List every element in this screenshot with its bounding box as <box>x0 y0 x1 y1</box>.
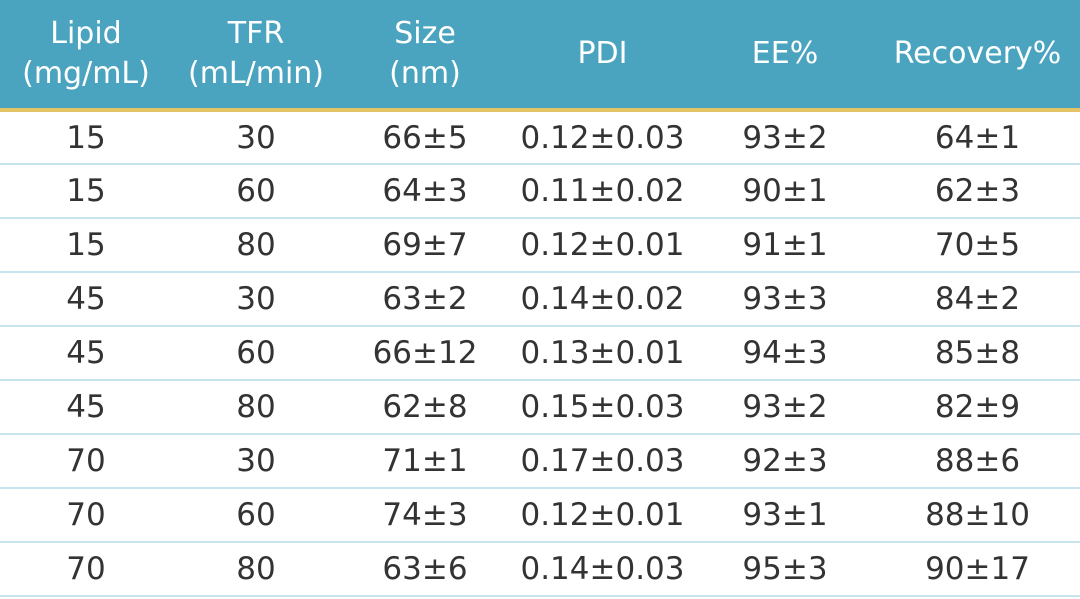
header-line: (mg/mL) <box>22 56 150 91</box>
table-cell: 70 <box>66 443 106 479</box>
table-cell: 69±7 <box>382 227 468 263</box>
table-row: 70 30 71±1 0.17±0.03 92±3 88±6 <box>0 434 1080 488</box>
table-row: 15 60 64±3 0.11±0.02 90±1 62±3 <box>0 164 1080 218</box>
table-cell: 60 <box>236 335 276 371</box>
table-cell: 66±12 <box>372 335 478 371</box>
table-cell: 45 <box>66 335 106 371</box>
table-cell: 82±9 <box>934 389 1021 425</box>
table-cell: 90±17 <box>925 551 1030 587</box>
table-cell: 70 <box>66 497 106 533</box>
table-cell: 84±2 <box>934 281 1021 317</box>
table-cell: 92±3 <box>742 443 828 479</box>
table-cell: 93±3 <box>742 281 828 317</box>
table-row: 70 60 74±3 0.12±0.01 93±1 88±10 <box>0 488 1080 542</box>
table-row: 45 80 62±8 0.15±0.03 93±2 82±9 <box>0 380 1080 434</box>
table-cell: 0.11±0.02 <box>520 173 685 209</box>
table-cell: 91±1 <box>742 227 828 263</box>
table-cell: 88±10 <box>925 497 1030 533</box>
table-cell: 74±3 <box>382 497 468 533</box>
header-cell: Lipid (mg/mL) <box>0 0 172 110</box>
table-cell: 66±5 <box>382 119 468 156</box>
table-cell: 71±1 <box>382 443 468 479</box>
table-cell: 0.14±0.03 <box>520 551 685 587</box>
table-cell: 64±3 <box>382 173 468 209</box>
table-cell: 0.12±0.01 <box>520 497 685 533</box>
table-cell: 45 <box>66 389 106 425</box>
table-cell: 70±5 <box>934 227 1021 263</box>
header-line: (mL/min) <box>187 56 325 91</box>
table-cell: 80 <box>236 389 276 425</box>
table-cell: 30 <box>236 443 276 479</box>
header-cell: Size (nm) <box>340 0 510 110</box>
table-cell: 70 <box>66 551 106 587</box>
table-cell: 60 <box>236 497 276 533</box>
header-cell: PDI <box>510 0 695 110</box>
table-cell: 93±1 <box>742 497 828 533</box>
header-line: TFR <box>227 16 285 51</box>
table-cell: 45 <box>66 281 106 317</box>
header-line: (nm) <box>389 56 461 91</box>
table-cell: 0.14±0.02 <box>520 281 685 317</box>
table-cell: 0.17±0.03 <box>520 443 685 479</box>
table-cell: 30 <box>236 281 276 317</box>
table-cell: 0.13±0.01 <box>520 335 685 371</box>
table-cell: 93±2 <box>742 119 828 156</box>
table-cell: 63±2 <box>382 281 468 317</box>
header-line: Size <box>394 16 456 51</box>
header-line: EE% <box>751 36 819 71</box>
table-cell: 80 <box>236 551 276 587</box>
table-cell: 60 <box>236 173 276 209</box>
table-cell: 80 <box>236 227 276 263</box>
table-cell: 0.15±0.03 <box>520 389 685 425</box>
table-row: 70 80 63±6 0.14±0.03 95±3 90±17 <box>0 542 1080 596</box>
table-cell: 64±1 <box>934 119 1021 156</box>
table-cell: 63±6 <box>382 551 468 587</box>
table-body: 15 30 66±5 0.12±0.03 93±2 64±1 15 60 64±3 0.11±0.… <box>0 110 1080 596</box>
table-cell: 88±6 <box>934 443 1021 479</box>
table-cell: 85±8 <box>934 335 1021 371</box>
table-cell: 94±3 <box>742 335 828 371</box>
table-cell: 0.12±0.03 <box>520 119 685 156</box>
header-cell: Recovery% <box>875 0 1080 110</box>
table-cell: 62±8 <box>382 389 468 425</box>
table-cell: 90±1 <box>742 173 828 209</box>
table-cell: 15 <box>66 227 106 263</box>
header-line: Lipid <box>50 16 122 51</box>
table-cell: 95±3 <box>742 551 828 587</box>
table-row: 15 30 66±5 0.12±0.03 93±2 64±1 <box>0 110 1080 164</box>
table-cell: 62±3 <box>934 173 1021 209</box>
table-cell: 15 <box>66 119 106 156</box>
table-cell: 30 <box>236 119 276 156</box>
table-cell: 0.12±0.01 <box>520 227 685 263</box>
header-cell: TFR (mL/min) <box>172 0 340 110</box>
table-row: 45 30 63±2 0.14±0.02 93±3 84±2 <box>0 272 1080 326</box>
table-cell: 93±2 <box>742 389 828 425</box>
table-row: 15 80 69±7 0.12±0.01 91±1 70±5 <box>0 218 1080 272</box>
header-line: Recovery% <box>893 36 1062 71</box>
header-cell: EE% <box>695 0 875 110</box>
table-cell: 15 <box>66 173 106 209</box>
header-row: Lipid (mg/mL) TFR (mL/min) Size (nm) PDI EE% Rec… <box>0 0 1080 110</box>
table-header: Lipid (mg/mL) TFR (mL/min) Size (nm) PDI EE% Rec… <box>0 0 1080 110</box>
table-row: 45 60 66±12 0.13±0.01 94±3 85±8 <box>0 326 1080 380</box>
header-line: PDI <box>577 36 628 71</box>
